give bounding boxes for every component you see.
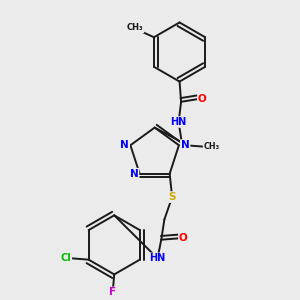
Text: N: N bbox=[130, 169, 138, 179]
Text: O: O bbox=[179, 233, 188, 243]
Text: Cl: Cl bbox=[61, 253, 71, 263]
Text: CH₃: CH₃ bbox=[203, 142, 220, 151]
Text: HN: HN bbox=[170, 117, 187, 127]
Text: S: S bbox=[168, 192, 176, 202]
Text: CH₃: CH₃ bbox=[127, 23, 144, 32]
Text: O: O bbox=[198, 94, 207, 104]
Text: N: N bbox=[120, 140, 129, 150]
Text: N: N bbox=[181, 140, 190, 150]
Text: F: F bbox=[109, 287, 116, 298]
Text: HN: HN bbox=[149, 254, 166, 263]
